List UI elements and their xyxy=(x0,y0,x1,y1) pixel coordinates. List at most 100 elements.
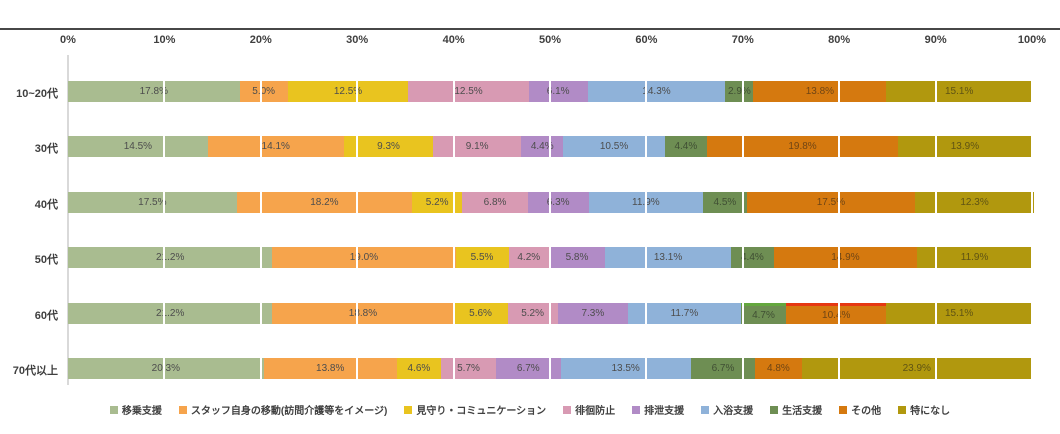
segment-value-label: 17.5% xyxy=(816,197,846,208)
bar-segment: 4.8% xyxy=(755,358,802,379)
segment-value-label: 4.4% xyxy=(674,141,698,152)
segment-value-label: 5.2% xyxy=(521,308,544,319)
legend-swatch xyxy=(898,405,907,414)
gridline xyxy=(452,55,455,385)
category-label: 50代 xyxy=(34,254,58,266)
segment-value-label: 11.7% xyxy=(670,308,699,319)
x-axis-tick-label: 100% xyxy=(1017,34,1047,46)
legend-swatch xyxy=(563,405,572,414)
x-axis-tick-label: 50% xyxy=(538,34,562,46)
segment-value-label: 21.2% xyxy=(156,252,185,263)
bar-segment: 5.8% xyxy=(549,247,605,268)
legend-item: 排泄支援 xyxy=(632,402,684,417)
segment-value-label: 17.8% xyxy=(139,86,168,97)
segment-value-label: 21.2% xyxy=(156,308,185,319)
category-label: 70代以上 xyxy=(12,365,58,377)
bar-segment: 13.9% xyxy=(897,136,1032,157)
segment-value-label: 6.1% xyxy=(546,86,570,97)
segment-value-label: 19.0% xyxy=(349,252,379,263)
bar-row: 21.2% 19.0% 5.5% 4.2% 5.8% 13.1% 4.4% 14.9% 11.9… xyxy=(68,247,1032,268)
bar-segment: 14.1% xyxy=(207,136,344,157)
bar-segment: 23.9% xyxy=(801,358,1032,379)
x-axis-tick-label: 60% xyxy=(635,34,658,46)
bar-segment: 4.4% xyxy=(731,247,774,268)
legend-item: 生活支援 xyxy=(770,402,822,417)
bar-segment: 6.7% xyxy=(496,358,561,379)
bar-segment: 21.2% xyxy=(68,303,273,324)
bar-segment: 14.9% xyxy=(773,247,918,268)
bar-segment: 4.6% xyxy=(396,358,442,379)
segment-value-label: 6.7% xyxy=(711,363,735,374)
bar-segment: 10.4% xyxy=(786,303,887,324)
bar-segment: 5.7% xyxy=(441,358,496,379)
x-axis-tick-label: 10% xyxy=(153,34,176,46)
bar-segment: 7.3% xyxy=(557,303,629,324)
bar-segment: 4.2% xyxy=(508,247,550,268)
segment-value-label: 4.6% xyxy=(407,363,431,374)
category-label: 30代 xyxy=(34,143,58,155)
segment-value-label: 13.8% xyxy=(805,86,835,97)
bar-segment: 19.8% xyxy=(707,136,898,157)
segment-value-label: 5.5% xyxy=(470,252,494,263)
bar-segment: 13.8% xyxy=(263,358,397,379)
segment-value-label: 4.7% xyxy=(752,309,775,321)
bar-row: 17.5%18.2%5.2%6.8%6.3%11.9%4.5%17.5%12.3… xyxy=(68,192,1034,213)
chart-top-border xyxy=(0,28,1060,30)
bar-segment: 18.8% xyxy=(272,303,454,324)
bar-segment: 9.3% xyxy=(343,136,434,157)
segment-value-label: 13.8% xyxy=(316,363,345,374)
bar-segment: 10.5% xyxy=(563,136,665,157)
x-axis-tick-label: 90% xyxy=(924,34,947,46)
y-axis-line xyxy=(67,55,69,385)
bar-segment: 20.3% xyxy=(68,358,264,379)
bar-segment: 6.3% xyxy=(527,192,589,213)
bar-segment: 14.3% xyxy=(587,81,726,102)
segment-value-label: 14.1% xyxy=(261,141,290,152)
bar-row: 21.2% 18.8% 5.6% 5.2% 7.3% 11.7% 4.7% 10.4% 15.1… xyxy=(68,303,1032,324)
bar-segment: 9.1% xyxy=(433,136,522,157)
segment-value-label: 19.8% xyxy=(788,141,817,152)
segment-value-label: 6.3% xyxy=(546,197,570,208)
segment-value-label: 15.1% xyxy=(944,308,974,319)
x-axis-tick-label: 40% xyxy=(442,34,465,46)
bar-segment: 4.4% xyxy=(521,136,564,157)
legend: 移乗支援 スタッフ自身の移動(訪問介護等をイメージ) 見守り・コミュニケーション 徘徊… xyxy=(0,402,1060,417)
segment-value-label: 4.4% xyxy=(530,141,554,152)
segment-value-label: 12.5% xyxy=(454,86,483,97)
segment-value-label: 6.7% xyxy=(516,363,540,374)
gridline xyxy=(838,55,841,385)
gridline xyxy=(934,55,937,385)
bar-segment: 11.9% xyxy=(917,247,1032,268)
legend-label: 排泄支援 xyxy=(644,406,685,417)
segment-value-label: 5.0% xyxy=(252,86,276,97)
segment-value-label: 10.4% xyxy=(822,309,851,321)
bar-segment: 6.1% xyxy=(528,81,588,102)
category-label: 40代 xyxy=(34,199,58,211)
segment-value-label: 6.8% xyxy=(483,197,507,208)
category-label: 10~20代 xyxy=(16,88,58,100)
x-axis-tick-label: 80% xyxy=(828,34,851,46)
segment-value-label: 2.9% xyxy=(727,86,751,97)
bar-segment: 5.2% xyxy=(412,192,463,213)
legend-item: 移乗支援 xyxy=(109,402,162,417)
bar-segment: 2.9% xyxy=(725,81,754,102)
legend-label: 徘徊防止 xyxy=(575,406,616,417)
gridline xyxy=(645,55,648,385)
segment-value-label: 5.2% xyxy=(425,197,449,208)
legend-item: スタッフ自身の移動(訪問介護等をイメージ) xyxy=(178,402,387,417)
legend-item: 見守り・コミュニケーション xyxy=(404,402,546,417)
legend-swatch xyxy=(839,405,848,414)
bar-segment: 17.8% xyxy=(68,81,240,102)
legend-label: 移乗支援 xyxy=(121,406,162,417)
bar-segment: 5.2% xyxy=(507,303,558,324)
segment-value-label: 5.6% xyxy=(469,308,492,319)
segment-value-label: 11.9% xyxy=(960,252,989,263)
bar-segment: 17.5% xyxy=(746,192,916,213)
segment-value-label: 7.3% xyxy=(581,308,605,319)
segment-value-label: 10.5% xyxy=(599,141,629,152)
segment-value-label: 23.9% xyxy=(902,363,931,374)
bar-segment: 18.2% xyxy=(236,192,413,213)
category-label: 60代 xyxy=(34,310,58,322)
segment-value-label: 15.1% xyxy=(944,86,974,97)
gridline xyxy=(549,55,551,385)
